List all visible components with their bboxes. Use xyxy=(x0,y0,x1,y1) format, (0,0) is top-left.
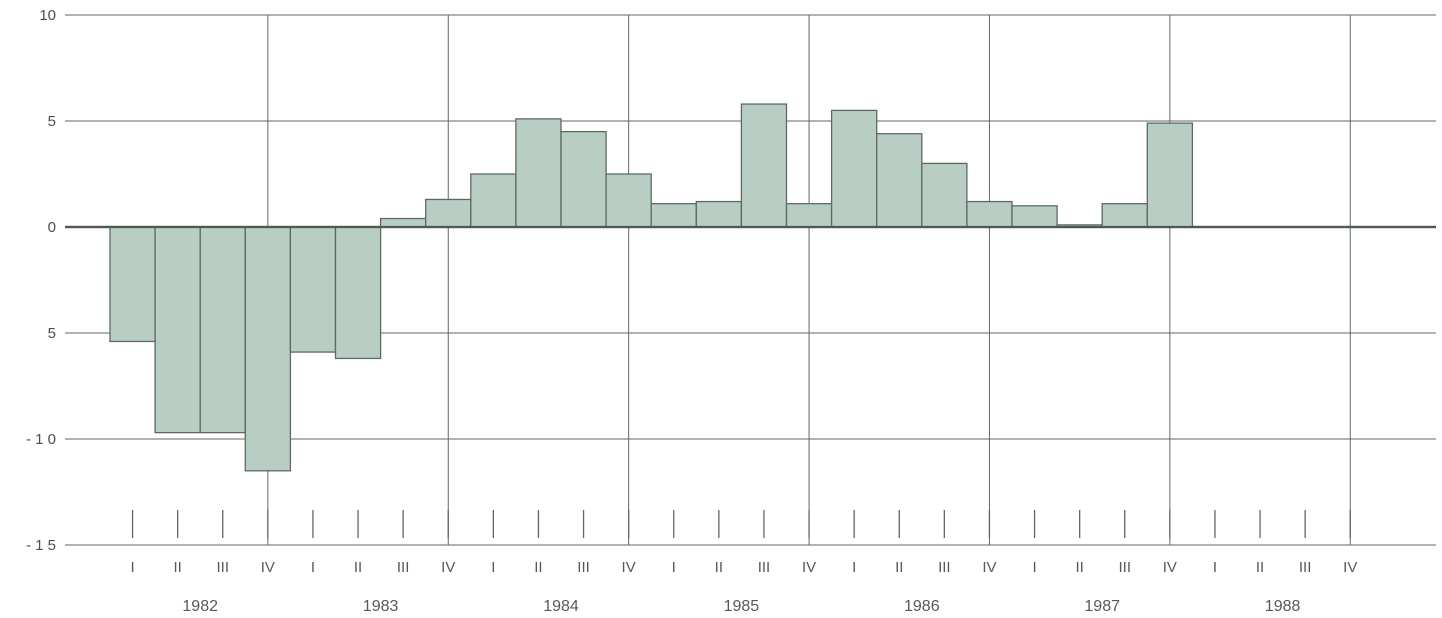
bar xyxy=(560,130,607,228)
bar xyxy=(109,226,156,343)
quarter-label: IV xyxy=(982,559,996,576)
quarter-label: I xyxy=(491,559,495,576)
bar xyxy=(740,103,788,228)
bar xyxy=(1146,122,1194,228)
year-label: 1982 xyxy=(182,598,218,615)
y-tick-label: - 1 0 xyxy=(26,431,56,448)
year-label: 1987 xyxy=(1084,598,1120,615)
bar xyxy=(785,203,833,228)
year-label: 1988 xyxy=(1265,598,1301,615)
quarter-label: II xyxy=(895,559,903,576)
bar xyxy=(966,200,1013,228)
bar xyxy=(876,133,923,228)
quarter-label: IV xyxy=(622,559,636,576)
quarter-label: I xyxy=(311,559,315,576)
quarter-label: II xyxy=(173,559,181,576)
quarter-label: IV xyxy=(441,559,455,576)
quarter-label: III xyxy=(397,559,410,576)
y-tick-label: 10 xyxy=(39,7,56,24)
bar xyxy=(921,162,968,228)
quarter-label: II xyxy=(354,559,362,576)
quarter-label: II xyxy=(1256,559,1264,576)
y-tick-label: 5 xyxy=(48,113,56,130)
quarter-label: II xyxy=(534,559,542,576)
year-label: 1983 xyxy=(363,598,399,615)
quarter-label: II xyxy=(1075,559,1083,576)
bar xyxy=(695,200,743,228)
quarter-label: IV xyxy=(802,559,816,576)
quarter-label: III xyxy=(938,559,951,576)
quarter-label: IV xyxy=(261,559,275,576)
quarter-label: III xyxy=(1118,559,1131,576)
axes xyxy=(65,225,1436,538)
quarter-label: I xyxy=(852,559,856,576)
bar xyxy=(199,226,246,434)
quarter-label: III xyxy=(216,559,229,576)
bar xyxy=(515,118,562,228)
quarter-label: III xyxy=(577,559,590,576)
quarter-label: III xyxy=(758,559,771,576)
y-tick-label: - 1 5 xyxy=(26,537,56,554)
bar xyxy=(1101,203,1148,228)
y-tick-label: 5 xyxy=(48,325,56,342)
quarter-label: I xyxy=(672,559,676,576)
quarter-label: III xyxy=(1299,559,1312,576)
bar xyxy=(154,226,201,434)
bar xyxy=(470,173,517,228)
year-label: 1984 xyxy=(543,598,579,615)
bar xyxy=(605,173,652,228)
quarter-label: I xyxy=(130,559,134,576)
quarter-label: IV xyxy=(1343,559,1357,576)
bar xyxy=(379,217,427,228)
bars xyxy=(109,103,1194,472)
bar xyxy=(334,226,382,360)
y-tick-label: 0 xyxy=(48,219,56,236)
bar xyxy=(425,198,472,228)
bar xyxy=(830,109,878,228)
year-label: 1985 xyxy=(724,598,760,615)
bar xyxy=(244,226,292,472)
bar xyxy=(650,203,697,228)
quarter-label: I xyxy=(1213,559,1217,576)
quarter-label: II xyxy=(715,559,723,576)
year-label: 1986 xyxy=(904,598,940,615)
quarter-label: I xyxy=(1032,559,1036,576)
bar xyxy=(1011,205,1058,228)
quarter-label: IV xyxy=(1163,559,1177,576)
bar xyxy=(289,226,337,353)
